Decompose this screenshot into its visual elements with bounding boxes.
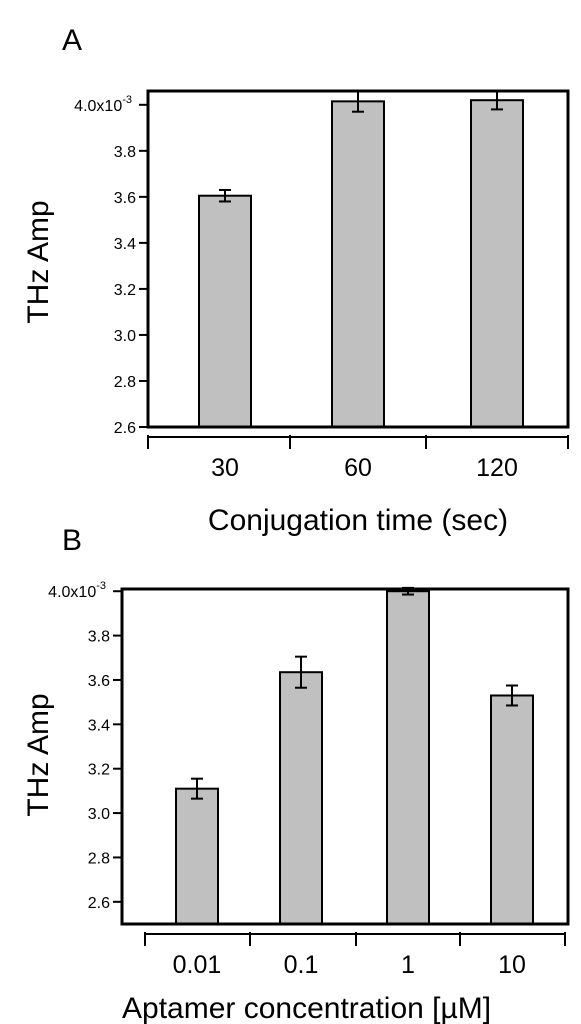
panel-b-plot-frame (120, 587, 570, 926)
panel-a-ytick-label: 3.4 (114, 236, 136, 253)
panel-a-ytick-exponent: -3 (122, 94, 132, 106)
panel-a-ytick-label: 3.2 (114, 282, 136, 299)
panel-b-bar-10 (490, 694, 534, 925)
panel-a-xtick-label: 120 (476, 454, 518, 482)
panel-a-xtick-label: 60 (344, 454, 372, 482)
panel-b-ytick-label: 2.8 (88, 850, 110, 867)
panel-b-bar-0.1 (279, 671, 323, 926)
panel-b-ytick-label: 3.8 (88, 629, 110, 646)
panel-a-letter: A (62, 24, 82, 57)
panel-a-plot: 2.6 2.8 3.0 3.2 3.4 3.6 3.8 4.0x10-3 30 60 120 (74, 89, 570, 482)
panel-b-plot: 2.6 2.8 3.0 3.2 3.4 3.6 3.8 4.0x10-3 0.01 0.1 1 10 (48, 580, 570, 979)
panel-a-xlabel: Conjugation time (sec) (208, 504, 508, 537)
panel-b-ytick-label: 3.2 (88, 762, 110, 779)
panel-b-ytick-label: 3.4 (88, 717, 110, 734)
panel-b-ytick-exponent: -3 (96, 580, 106, 592)
panel-b-bar-1 (386, 590, 430, 926)
panel-a-bar-120 (470, 99, 524, 429)
panel-a-ylabel: THz Amp (22, 200, 55, 323)
panel-b-ytick-label: 2.6 (88, 895, 110, 912)
panel-b-ylabel: THz Amp (22, 693, 55, 816)
panel-a-bar-30 (198, 194, 252, 428)
panel-a-ytick-label: 3.8 (114, 144, 136, 161)
panel-b-ytick-label: 3.0 (88, 806, 110, 823)
panel-b-letter: B (62, 524, 82, 557)
panel-b-xtick-label: 1 (401, 951, 415, 979)
panel-b-ytick-label: 3.6 (88, 673, 110, 690)
panel-a-plot-frame (146, 89, 570, 429)
panel-a-ytick-label: 3.0 (114, 328, 136, 345)
panel-a-xtick-label: 30 (211, 454, 239, 482)
panel-b-xtick-label: 10 (498, 951, 526, 979)
panel-a-bar-60 (331, 100, 385, 428)
panel-a-ytick-label: 4.0x10-3 (74, 94, 132, 115)
panel-b-xlabel: Aptamer concentration [µM] (122, 992, 491, 1024)
panel-a-ytick-label: 2.6 (114, 420, 136, 437)
panel-a-ytick-label: 2.8 (114, 374, 136, 391)
panel-b-ytick-label: 4.0x10-3 (48, 580, 106, 601)
panel-b-xtick-label: 0.1 (284, 951, 319, 979)
panel-b-bar-0.01 (175, 787, 219, 926)
panel-a-ytick-label: 3.6 (114, 190, 136, 207)
panel-b-xtick-label: 0.01 (173, 951, 222, 979)
